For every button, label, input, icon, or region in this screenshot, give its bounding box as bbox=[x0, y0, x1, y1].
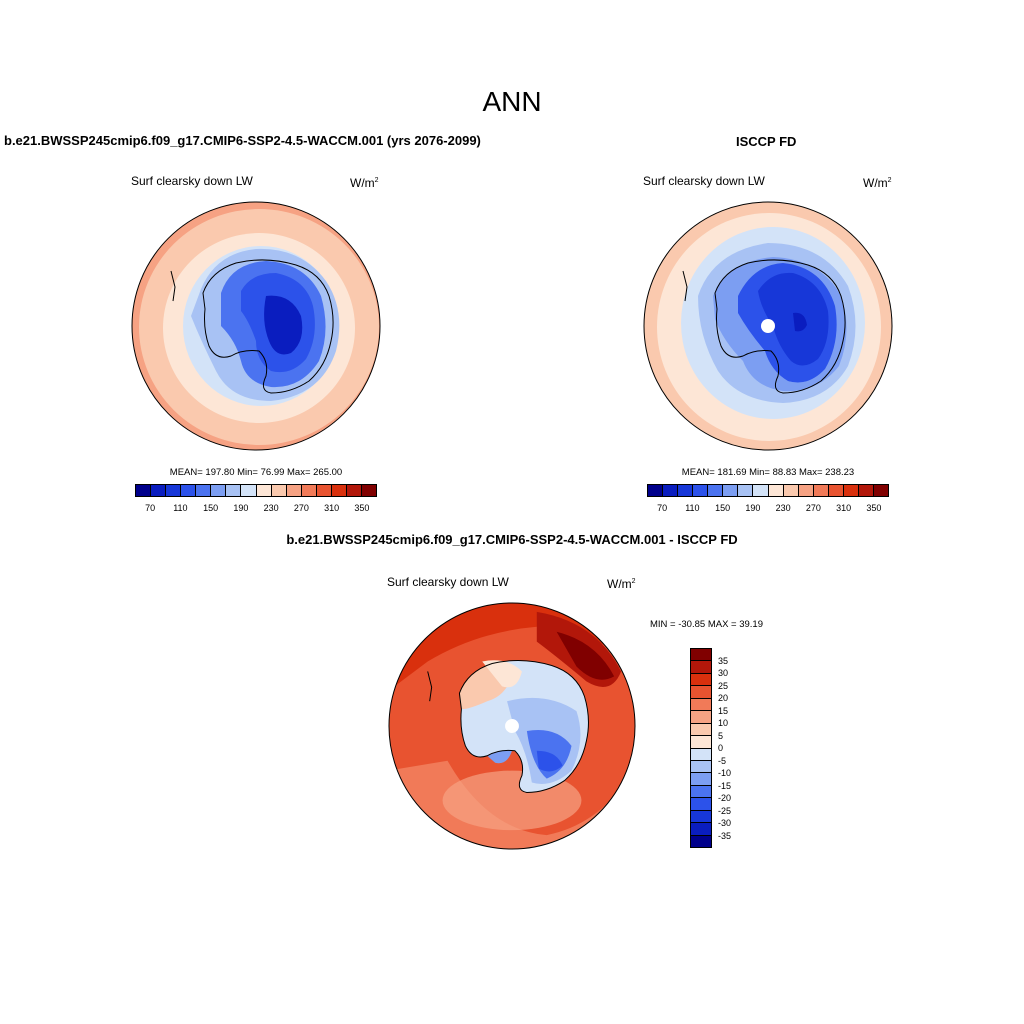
diff-panel-title: b.e21.BWSSP245cmip6.f09_g17.CMIP6-SSP2-4… bbox=[286, 532, 738, 547]
colorbar-swatch bbox=[691, 823, 711, 836]
colorbar-swatch bbox=[196, 485, 212, 496]
colorbar-swatch bbox=[256, 485, 272, 496]
page-title: ANN bbox=[482, 86, 542, 117]
colorbar-tick-label: 25 bbox=[718, 680, 729, 691]
colorbar-swatch bbox=[723, 485, 739, 496]
colorbar-tick-label: -15 bbox=[718, 780, 732, 791]
colorbar-swatch bbox=[166, 485, 182, 496]
colorbar-swatch bbox=[691, 649, 711, 662]
colorbar-swatch bbox=[691, 711, 711, 724]
colorbar-swatch bbox=[768, 485, 784, 496]
colorbar-swatch bbox=[843, 485, 859, 496]
colorbar-tick-label: 190 bbox=[233, 503, 249, 513]
colorbar-swatch bbox=[691, 785, 711, 799]
colorbar-swatch bbox=[678, 485, 694, 496]
colorbar-swatch bbox=[691, 686, 711, 699]
colorbar-tick-label: 0 bbox=[718, 743, 724, 753]
colorbar-swatch bbox=[136, 485, 152, 496]
colorbar-tick-label: 5 bbox=[718, 730, 724, 741]
colorbar-swatch bbox=[798, 485, 814, 496]
colorbar-swatch bbox=[693, 485, 709, 496]
colorbar-swatch bbox=[873, 485, 888, 496]
colorbar-swatch bbox=[708, 485, 724, 496]
obs-variable-label: Surf clearsky down LW bbox=[643, 174, 765, 188]
colorbar-tick-label: 110 bbox=[685, 503, 700, 513]
colorbar-swatch bbox=[226, 485, 242, 496]
diff-polar-map bbox=[388, 602, 636, 850]
colorbar-tick-label: -20 bbox=[718, 793, 732, 803]
diff-units-label: W/m2 bbox=[607, 577, 636, 591]
colorbar-swatch bbox=[738, 485, 754, 496]
colorbar-swatch bbox=[211, 485, 227, 496]
colorbar-tick-label: 190 bbox=[745, 503, 761, 513]
colorbar-tick-label: 270 bbox=[805, 503, 821, 513]
colorbar-tick-label: 230 bbox=[263, 503, 279, 513]
colorbar-swatch bbox=[346, 485, 362, 496]
colorbar-swatch bbox=[691, 798, 711, 811]
colorbar-swatch bbox=[286, 485, 302, 496]
colorbar-swatch bbox=[691, 760, 711, 774]
colorbar-swatch bbox=[331, 485, 347, 496]
colorbar-swatch bbox=[181, 485, 197, 496]
obs-colorbar bbox=[647, 484, 889, 497]
colorbar-swatch bbox=[858, 485, 874, 496]
colorbar-swatch bbox=[828, 485, 844, 496]
colorbar-swatch bbox=[691, 736, 711, 749]
colorbar-swatch bbox=[316, 485, 332, 496]
colorbar-tick-label: 10 bbox=[718, 718, 729, 728]
colorbar-tick-label: -35 bbox=[718, 830, 732, 841]
colorbar-tick-label: 15 bbox=[718, 705, 729, 716]
colorbar-swatch bbox=[361, 485, 376, 496]
colorbar-swatch bbox=[241, 485, 257, 496]
diff-variable-label: Surf clearsky down LW bbox=[387, 575, 509, 589]
obs-panel-title: ISCCP FD bbox=[736, 134, 797, 149]
colorbar-swatch bbox=[271, 485, 287, 496]
diff-colorbar bbox=[690, 648, 712, 848]
colorbar-tick-label: 350 bbox=[354, 503, 370, 513]
colorbar-swatch bbox=[301, 485, 317, 496]
colorbar-swatch bbox=[691, 723, 711, 737]
model-colorbar bbox=[135, 484, 377, 497]
colorbar-swatch bbox=[813, 485, 829, 496]
colorbar-swatch bbox=[783, 485, 799, 496]
colorbar-tick-label: 350 bbox=[866, 503, 882, 513]
colorbar-swatch bbox=[753, 485, 769, 496]
colorbar-swatch bbox=[648, 485, 664, 496]
colorbar-tick-label: -5 bbox=[718, 755, 727, 766]
colorbar-swatch bbox=[691, 748, 711, 761]
colorbar-tick-label: -30 bbox=[718, 818, 732, 828]
colorbar-swatch bbox=[691, 673, 711, 687]
colorbar-swatch bbox=[151, 485, 167, 496]
colorbar-tick-label: 150 bbox=[203, 503, 219, 513]
colorbar-tick-label: -10 bbox=[718, 768, 732, 778]
colorbar-swatch bbox=[691, 835, 711, 847]
colorbar-tick-label: 110 bbox=[173, 503, 188, 513]
model-units-label: W/m2 bbox=[350, 176, 379, 190]
colorbar-swatch bbox=[691, 810, 711, 824]
colorbar-tick-label: 30 bbox=[718, 668, 729, 678]
colorbar-swatch bbox=[691, 661, 711, 674]
colorbar-swatch bbox=[691, 698, 711, 712]
model-stats: MEAN= 197.80 Min= 76.99 Max= 265.00 bbox=[169, 467, 343, 478]
colorbar-tick-label: 20 bbox=[718, 693, 729, 703]
model-polar-map bbox=[131, 201, 381, 451]
colorbar-tick-label: 270 bbox=[293, 503, 309, 513]
colorbar-swatch bbox=[663, 485, 679, 496]
colorbar-tick-label: -25 bbox=[718, 805, 732, 816]
obs-units-label: W/m2 bbox=[863, 176, 892, 190]
colorbar-tick-label: 150 bbox=[715, 503, 731, 513]
colorbar-swatch bbox=[691, 773, 711, 786]
model-variable-label: Surf clearsky down LW bbox=[131, 174, 253, 188]
colorbar-tick-label: 310 bbox=[836, 503, 852, 513]
diff-stats: MIN = -30.85 MAX = 39.19 bbox=[650, 619, 764, 630]
colorbar-tick-label: 35 bbox=[718, 655, 729, 666]
colorbar-tick-label: 310 bbox=[324, 503, 340, 513]
model-panel-title: b.e21.BWSSP245cmip6.f09_g17.CMIP6-SSP2-4… bbox=[4, 133, 481, 148]
colorbar-tick-label: 230 bbox=[775, 503, 791, 513]
obs-polar-map bbox=[643, 201, 893, 451]
obs-stats: MEAN= 181.69 Min= 88.83 Max= 238.23 bbox=[681, 467, 855, 478]
colorbar-tick-label: 70 bbox=[657, 503, 668, 513]
colorbar-tick-label: 70 bbox=[145, 503, 156, 513]
